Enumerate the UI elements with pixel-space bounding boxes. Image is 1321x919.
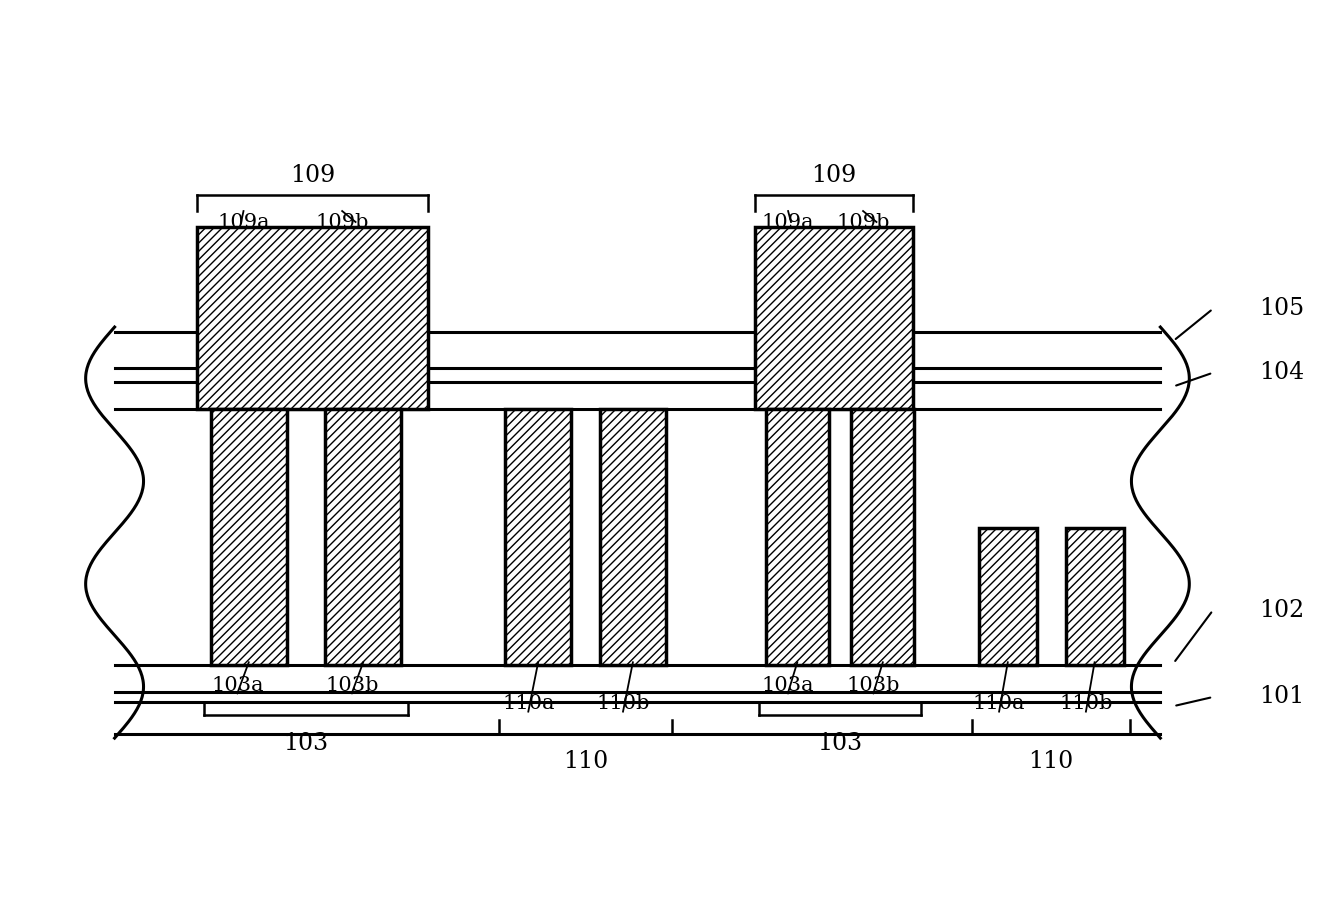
Bar xyxy=(851,409,914,665)
Text: 110b: 110b xyxy=(1059,695,1112,713)
Text: 109: 109 xyxy=(289,165,336,187)
Text: 103a: 103a xyxy=(762,676,814,695)
Text: 104: 104 xyxy=(1259,361,1304,384)
Text: 109a: 109a xyxy=(217,213,269,232)
Bar xyxy=(197,227,428,409)
Bar xyxy=(600,409,666,665)
Text: 103b: 103b xyxy=(847,676,900,695)
Text: 110: 110 xyxy=(563,750,608,773)
Text: 105: 105 xyxy=(1259,297,1304,321)
Text: 103a: 103a xyxy=(211,676,264,695)
Bar xyxy=(210,409,287,665)
Text: 101: 101 xyxy=(1259,686,1304,709)
Text: 103: 103 xyxy=(818,732,863,754)
Text: 110b: 110b xyxy=(596,695,650,713)
Text: 110a: 110a xyxy=(972,695,1025,713)
Bar xyxy=(979,528,1037,665)
Text: 103b: 103b xyxy=(325,676,378,695)
Text: 110: 110 xyxy=(1029,750,1074,773)
Text: 109b: 109b xyxy=(836,213,890,232)
Bar xyxy=(505,409,571,665)
Bar xyxy=(325,409,402,665)
Text: 103: 103 xyxy=(284,732,329,754)
Text: 102: 102 xyxy=(1259,598,1304,622)
Bar xyxy=(1066,528,1124,665)
Text: 109b: 109b xyxy=(316,213,369,232)
Bar xyxy=(766,409,828,665)
Text: 109: 109 xyxy=(811,165,857,187)
Text: 110a: 110a xyxy=(502,695,555,713)
Text: 109a: 109a xyxy=(762,213,814,232)
Bar xyxy=(756,227,913,409)
